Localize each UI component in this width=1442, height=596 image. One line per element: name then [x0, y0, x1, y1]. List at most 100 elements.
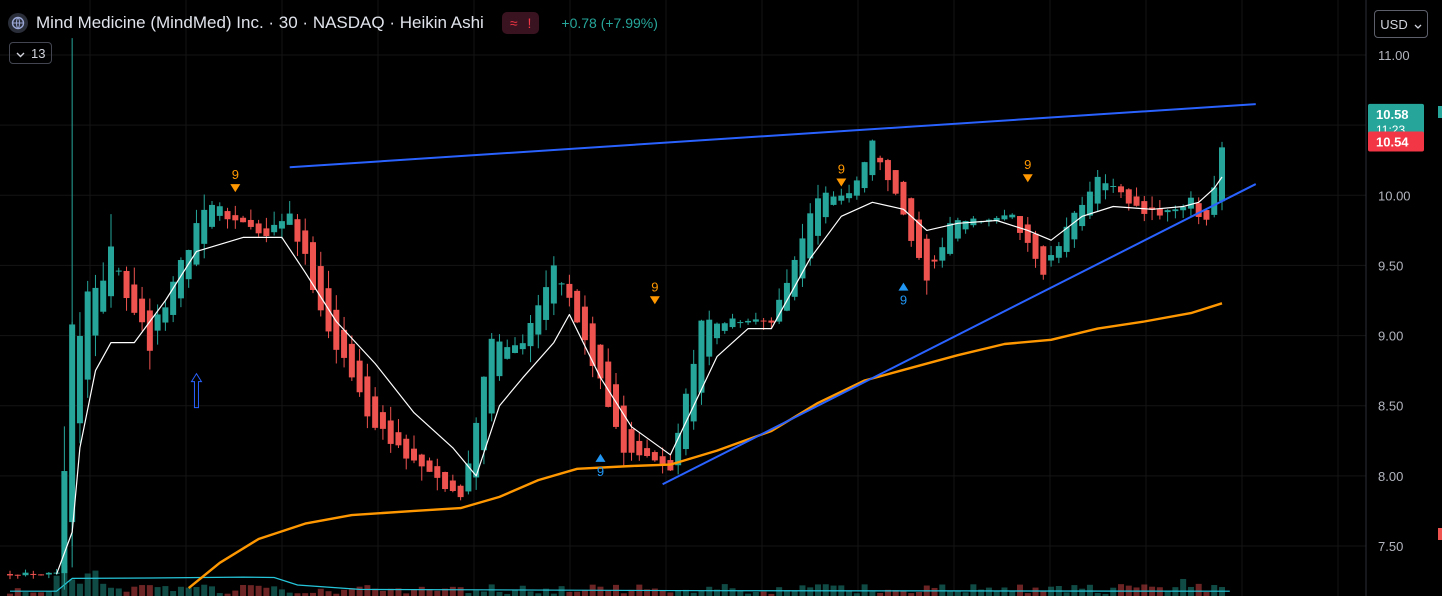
candle-body: [853, 180, 860, 196]
volume-bar: [45, 591, 52, 596]
price-tick-label: 11.00: [1378, 48, 1410, 63]
volume-bar: [1001, 587, 1008, 596]
price-axis[interactable]: 11.0010.5010.009.509.008.508.007.5010.58…: [1365, 0, 1442, 596]
candle-body: [1094, 176, 1101, 204]
volume-bar: [822, 584, 829, 596]
volume-bar: [1211, 585, 1218, 596]
ask-price-label: 10.54: [1376, 135, 1409, 150]
volume-bar: [954, 590, 961, 596]
candle-body: [201, 209, 208, 244]
candle-body: [1024, 224, 1031, 243]
markers: 9 9 9 9 9 9: [190, 157, 1033, 479]
trendlines[interactable]: [289, 103, 1257, 486]
status-badge[interactable]: ≈ !: [501, 12, 540, 34]
volume-bar: [1024, 593, 1031, 596]
candle-body: [916, 219, 922, 258]
volume-bar: [387, 588, 394, 596]
candle-body: [1017, 216, 1023, 233]
candle-body: [302, 230, 309, 254]
symbol-title[interactable]: Mind Medicine (MindMed) Inc. · 30 · NASD…: [36, 13, 484, 32]
volume-bar: [519, 585, 526, 596]
volume-bar: [916, 591, 922, 596]
volume-bar: [1102, 593, 1109, 596]
volume-bar: [993, 590, 1000, 596]
volume-bar: [1110, 587, 1117, 596]
candle-body: [892, 170, 899, 194]
sell-setup-label: 9: [838, 161, 845, 176]
candle-body: [317, 266, 324, 311]
candle-body: [1180, 207, 1187, 211]
candle-body: [123, 270, 130, 299]
chevron-down-icon: [1414, 17, 1422, 32]
buy-setup-icon: [898, 282, 909, 291]
volume-bar: [605, 590, 612, 596]
volume-bar: [170, 591, 177, 596]
currency-button[interactable]: USD: [1374, 10, 1428, 38]
candle-body: [209, 204, 215, 227]
volume-bar: [947, 590, 954, 596]
candle-body: [341, 329, 348, 358]
volume-bar: [1195, 583, 1202, 596]
candle-body: [613, 384, 619, 427]
candle-body: [84, 291, 91, 380]
candle-body: [387, 420, 394, 444]
volume-bar: [1164, 590, 1171, 596]
volume-bar: [348, 588, 355, 596]
candle-body: [403, 438, 410, 459]
candle-body: [597, 344, 604, 379]
volume-bar: [651, 588, 658, 596]
volume-bar: [667, 592, 674, 596]
wave-icon: ≈: [509, 15, 518, 31]
candle-body: [636, 440, 643, 456]
candle-body: [418, 454, 425, 467]
candle-body: [449, 480, 456, 492]
edge-mark-up: [1438, 106, 1442, 118]
candle-body: [115, 270, 122, 272]
volume-bar: [240, 585, 247, 596]
candle-body: [1211, 187, 1218, 215]
volume-bar: [791, 590, 798, 596]
candle-body: [752, 319, 759, 322]
volume-bar: [473, 590, 480, 596]
candle-body: [92, 287, 99, 336]
candle-body: [22, 572, 29, 576]
volume-bar: [892, 590, 899, 596]
volume-bar: [22, 592, 29, 596]
price-axis-bg: [1366, 0, 1442, 596]
candle-body: [38, 574, 45, 576]
candle-body: [659, 456, 666, 464]
candles: [7, 38, 1225, 590]
volume-bar: [760, 591, 767, 596]
volume-bar: [1009, 591, 1016, 596]
volume-bar: [395, 588, 402, 596]
candle-body: [558, 283, 565, 285]
candle-body: [1125, 189, 1132, 204]
candle-body: [442, 472, 449, 490]
volume-bar: [341, 589, 348, 596]
candle-body: [527, 323, 534, 347]
candle-body: [714, 323, 720, 339]
volume-bar: [224, 593, 231, 596]
candle-body: [1149, 207, 1156, 210]
candle-body: [690, 363, 697, 422]
candle-body: [247, 219, 254, 227]
candle-body: [146, 310, 153, 351]
candle-body: [139, 298, 146, 323]
volume-bar: [978, 589, 985, 596]
indicators-toggle-button[interactable]: 13: [9, 42, 53, 64]
volume-bar: [232, 590, 239, 596]
volume-bar: [7, 593, 13, 596]
volume-bar: [644, 589, 651, 596]
volume-pane: [7, 565, 1230, 596]
edge-mark-down: [1438, 528, 1442, 540]
sell-setup-icon: [836, 178, 847, 187]
chevron-down-icon: [16, 46, 25, 61]
volume-bar: [185, 587, 192, 596]
volume-bar: [574, 591, 581, 596]
volume-bar: [931, 587, 938, 596]
buy-setup-label: 9: [597, 464, 604, 479]
candle-body: [333, 309, 340, 350]
price-tick-label: 7.50: [1378, 539, 1403, 554]
